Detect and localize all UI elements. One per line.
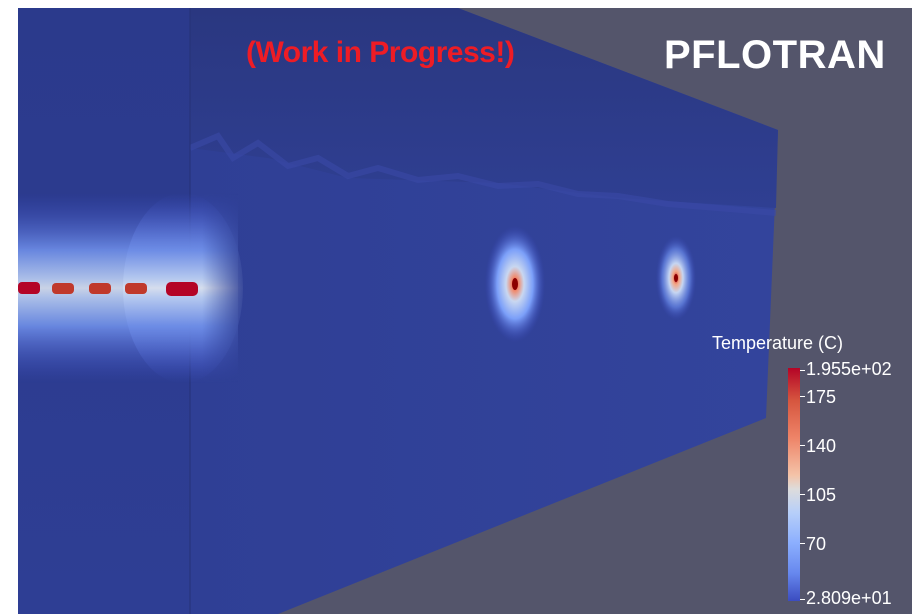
point-heat-source bbox=[485, 226, 545, 342]
heat-source bbox=[125, 283, 147, 294]
point-heat-source bbox=[656, 236, 696, 320]
colorbar-min-label: 2.809e+01 bbox=[806, 588, 892, 608]
colorbar-tick bbox=[800, 396, 805, 397]
colorbar-tick bbox=[800, 543, 805, 544]
heat-source bbox=[166, 282, 198, 296]
heat-source-row bbox=[18, 282, 198, 296]
colorbar-tick bbox=[800, 494, 805, 495]
colorbar-tick bbox=[800, 370, 805, 371]
colorbar-tick-label: 70 bbox=[806, 534, 827, 554]
heat-source bbox=[89, 283, 111, 294]
colorbar-tick bbox=[800, 445, 805, 446]
brand-title: PFLOTRAN bbox=[664, 33, 886, 77]
domain-upper-band bbox=[190, 8, 778, 208]
colorbar-max-label: 1.955e+02 bbox=[806, 359, 892, 379]
simulation-scene bbox=[18, 8, 778, 614]
contour-line bbox=[188, 132, 777, 216]
render-viewport[interactable]: (Work in Progress!) PFLOTRAN Temperature… bbox=[18, 8, 912, 614]
colorbar-tick-label: 175 bbox=[806, 387, 837, 407]
work-in-progress-label: (Work in Progress!) bbox=[246, 36, 515, 69]
colorbar-tick-label: 140 bbox=[806, 436, 837, 456]
heat-source bbox=[52, 283, 74, 294]
colorbar-tick bbox=[800, 599, 805, 600]
colorbar-tick-label: 105 bbox=[806, 485, 837, 505]
heat-source bbox=[18, 282, 40, 294]
legend-title: Temperature (C) bbox=[712, 333, 844, 353]
temperature-colorbar bbox=[788, 368, 800, 601]
